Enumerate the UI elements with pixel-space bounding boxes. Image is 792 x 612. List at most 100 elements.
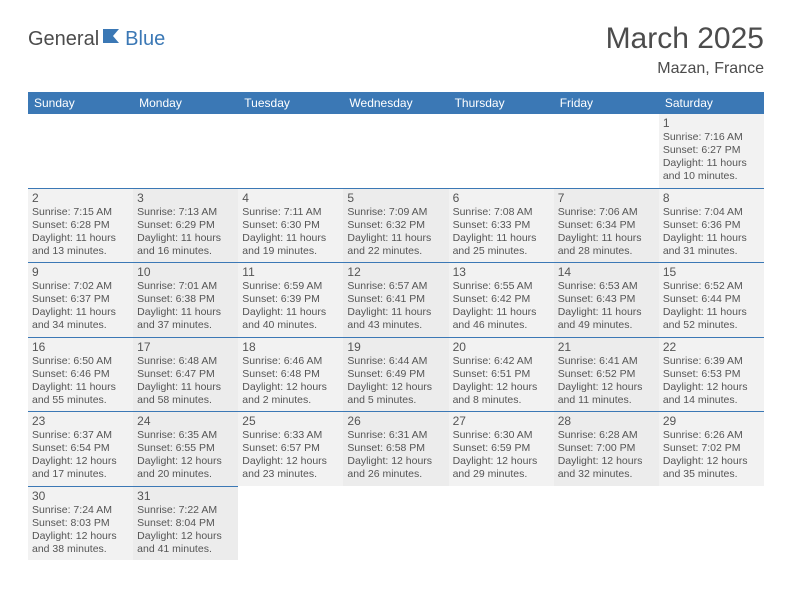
- title-block: March 2025 Mazan, France: [606, 22, 764, 78]
- sunrise-text: Sunrise: 6:35 AM: [137, 429, 234, 442]
- sunset-text: Sunset: 6:30 PM: [242, 219, 339, 232]
- sunrise-text: Sunrise: 6:52 AM: [663, 280, 760, 293]
- calendar-cell: 6Sunrise: 7:08 AMSunset: 6:33 PMDaylight…: [449, 188, 554, 263]
- day-number: 30: [32, 489, 129, 503]
- day-data: Sunrise: 6:48 AMSunset: 6:47 PMDaylight:…: [137, 355, 234, 408]
- calendar-cell: 13Sunrise: 6:55 AMSunset: 6:42 PMDayligh…: [449, 263, 554, 338]
- calendar-cell: 29Sunrise: 6:26 AMSunset: 7:02 PMDayligh…: [659, 412, 764, 487]
- day-data: Sunrise: 7:04 AMSunset: 6:36 PMDaylight:…: [663, 206, 760, 259]
- calendar-page: General Blue March 2025 Mazan, France Su…: [0, 0, 792, 570]
- sunset-text: Sunset: 8:03 PM: [32, 517, 129, 530]
- day-data: Sunrise: 7:08 AMSunset: 6:33 PMDaylight:…: [453, 206, 550, 259]
- calendar-cell: [554, 486, 659, 560]
- day-data: Sunrise: 6:30 AMSunset: 6:59 PMDaylight:…: [453, 429, 550, 482]
- calendar-week-row: 16Sunrise: 6:50 AMSunset: 6:46 PMDayligh…: [28, 337, 764, 412]
- day-number: 23: [32, 414, 129, 428]
- calendar-cell: 7Sunrise: 7:06 AMSunset: 6:34 PMDaylight…: [554, 188, 659, 263]
- sunset-text: Sunset: 6:59 PM: [453, 442, 550, 455]
- sunrise-text: Sunrise: 6:37 AM: [32, 429, 129, 442]
- sunset-text: Sunset: 6:48 PM: [242, 368, 339, 381]
- calendar-week-row: 1Sunrise: 7:16 AMSunset: 6:27 PMDaylight…: [28, 114, 764, 188]
- day-data: Sunrise: 6:31 AMSunset: 6:58 PMDaylight:…: [347, 429, 444, 482]
- sunset-text: Sunset: 6:38 PM: [137, 293, 234, 306]
- day-data: Sunrise: 6:37 AMSunset: 6:54 PMDaylight:…: [32, 429, 129, 482]
- calendar-cell: 14Sunrise: 6:53 AMSunset: 6:43 PMDayligh…: [554, 263, 659, 338]
- sunrise-text: Sunrise: 6:42 AM: [453, 355, 550, 368]
- sunset-text: Sunset: 6:54 PM: [32, 442, 129, 455]
- day-data: Sunrise: 6:53 AMSunset: 6:43 PMDaylight:…: [558, 280, 655, 333]
- daylight-text: Daylight: 11 hours and 43 minutes.: [347, 306, 444, 332]
- sunset-text: Sunset: 6:39 PM: [242, 293, 339, 306]
- calendar-week-row: 30Sunrise: 7:24 AMSunset: 8:03 PMDayligh…: [28, 486, 764, 560]
- sunset-text: Sunset: 6:49 PM: [347, 368, 444, 381]
- daylight-text: Daylight: 12 hours and 8 minutes.: [453, 381, 550, 407]
- sunset-text: Sunset: 6:57 PM: [242, 442, 339, 455]
- sunrise-text: Sunrise: 6:59 AM: [242, 280, 339, 293]
- day-number: 13: [453, 265, 550, 279]
- sunrise-text: Sunrise: 7:02 AM: [32, 280, 129, 293]
- sunset-text: Sunset: 6:58 PM: [347, 442, 444, 455]
- sunset-text: Sunset: 6:28 PM: [32, 219, 129, 232]
- day-data: Sunrise: 6:39 AMSunset: 6:53 PMDaylight:…: [663, 355, 760, 408]
- day-data: Sunrise: 7:22 AMSunset: 8:04 PMDaylight:…: [137, 504, 234, 557]
- sunrise-text: Sunrise: 7:01 AM: [137, 280, 234, 293]
- daylight-text: Daylight: 12 hours and 20 minutes.: [137, 455, 234, 481]
- calendar-cell: 22Sunrise: 6:39 AMSunset: 6:53 PMDayligh…: [659, 337, 764, 412]
- day-header: Monday: [133, 92, 238, 114]
- day-number: 1: [663, 116, 760, 130]
- day-data: Sunrise: 7:02 AMSunset: 6:37 PMDaylight:…: [32, 280, 129, 333]
- sunset-text: Sunset: 6:29 PM: [137, 219, 234, 232]
- sunrise-text: Sunrise: 6:44 AM: [347, 355, 444, 368]
- daylight-text: Daylight: 12 hours and 26 minutes.: [347, 455, 444, 481]
- calendar-cell: [449, 486, 554, 560]
- sunrise-text: Sunrise: 7:22 AM: [137, 504, 234, 517]
- sunrise-text: Sunrise: 7:09 AM: [347, 206, 444, 219]
- sunrise-text: Sunrise: 7:04 AM: [663, 206, 760, 219]
- day-data: Sunrise: 7:13 AMSunset: 6:29 PMDaylight:…: [137, 206, 234, 259]
- sunrise-text: Sunrise: 6:28 AM: [558, 429, 655, 442]
- calendar-table: SundayMondayTuesdayWednesdayThursdayFrid…: [28, 92, 764, 560]
- calendar-cell: 16Sunrise: 6:50 AMSunset: 6:46 PMDayligh…: [28, 337, 133, 412]
- day-number: 21: [558, 340, 655, 354]
- day-number: 12: [347, 265, 444, 279]
- day-number: 27: [453, 414, 550, 428]
- calendar-cell: 9Sunrise: 7:02 AMSunset: 6:37 PMDaylight…: [28, 263, 133, 338]
- day-data: Sunrise: 7:16 AMSunset: 6:27 PMDaylight:…: [663, 131, 760, 184]
- day-number: 8: [663, 191, 760, 205]
- day-data: Sunrise: 7:11 AMSunset: 6:30 PMDaylight:…: [242, 206, 339, 259]
- day-number: 19: [347, 340, 444, 354]
- day-data: Sunrise: 6:50 AMSunset: 6:46 PMDaylight:…: [32, 355, 129, 408]
- daylight-text: Daylight: 12 hours and 14 minutes.: [663, 381, 760, 407]
- sunrise-text: Sunrise: 7:16 AM: [663, 131, 760, 144]
- day-data: Sunrise: 7:01 AMSunset: 6:38 PMDaylight:…: [137, 280, 234, 333]
- calendar-cell: 23Sunrise: 6:37 AMSunset: 6:54 PMDayligh…: [28, 412, 133, 487]
- logo-text-blue: Blue: [125, 28, 165, 51]
- sunset-text: Sunset: 6:44 PM: [663, 293, 760, 306]
- calendar-body: 1Sunrise: 7:16 AMSunset: 6:27 PMDaylight…: [28, 114, 764, 560]
- sunrise-text: Sunrise: 7:11 AM: [242, 206, 339, 219]
- sunset-text: Sunset: 6:27 PM: [663, 144, 760, 157]
- daylight-text: Daylight: 12 hours and 32 minutes.: [558, 455, 655, 481]
- sunrise-text: Sunrise: 6:41 AM: [558, 355, 655, 368]
- day-number: 10: [137, 265, 234, 279]
- daylight-text: Daylight: 11 hours and 40 minutes.: [242, 306, 339, 332]
- sunset-text: Sunset: 6:36 PM: [663, 219, 760, 232]
- calendar-cell: 4Sunrise: 7:11 AMSunset: 6:30 PMDaylight…: [238, 188, 343, 263]
- day-number: 28: [558, 414, 655, 428]
- day-data: Sunrise: 7:06 AMSunset: 6:34 PMDaylight:…: [558, 206, 655, 259]
- calendar-week-row: 9Sunrise: 7:02 AMSunset: 6:37 PMDaylight…: [28, 263, 764, 338]
- sunrise-text: Sunrise: 6:57 AM: [347, 280, 444, 293]
- daylight-text: Daylight: 11 hours and 13 minutes.: [32, 232, 129, 258]
- day-data: Sunrise: 7:24 AMSunset: 8:03 PMDaylight:…: [32, 504, 129, 557]
- day-number: 15: [663, 265, 760, 279]
- daylight-text: Daylight: 11 hours and 19 minutes.: [242, 232, 339, 258]
- daylight-text: Daylight: 11 hours and 31 minutes.: [663, 232, 760, 258]
- day-number: 14: [558, 265, 655, 279]
- daylight-text: Daylight: 11 hours and 58 minutes.: [137, 381, 234, 407]
- sunset-text: Sunset: 6:55 PM: [137, 442, 234, 455]
- day-data: Sunrise: 6:42 AMSunset: 6:51 PMDaylight:…: [453, 355, 550, 408]
- daylight-text: Daylight: 11 hours and 25 minutes.: [453, 232, 550, 258]
- sunrise-text: Sunrise: 7:08 AM: [453, 206, 550, 219]
- calendar-cell: 19Sunrise: 6:44 AMSunset: 6:49 PMDayligh…: [343, 337, 448, 412]
- calendar-cell: 27Sunrise: 6:30 AMSunset: 6:59 PMDayligh…: [449, 412, 554, 487]
